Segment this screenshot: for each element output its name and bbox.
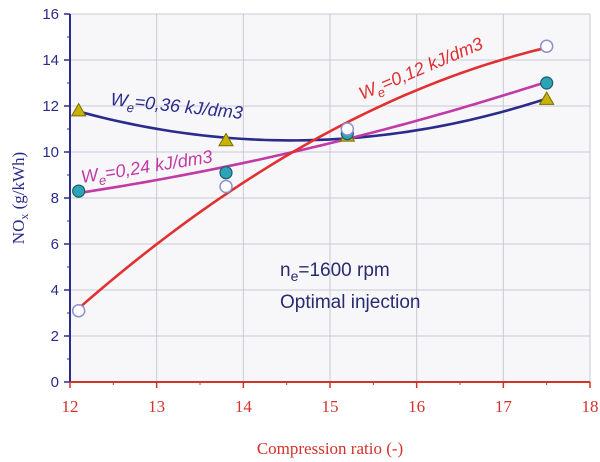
data-point-we012	[539, 39, 554, 53]
y-axis-label: NOx (g/kWh)	[9, 152, 31, 244]
series-markers	[70, 39, 555, 318]
annotation-injection: Optimal injection	[280, 292, 420, 313]
x-tick-label: 18	[582, 397, 599, 416]
data-point-we024	[219, 166, 233, 180]
x-tick-label: 16	[408, 397, 425, 416]
x-tick-label: 15	[322, 397, 339, 416]
series-curves	[77, 46, 548, 310]
y-tick-label: 4	[51, 282, 59, 299]
axes	[64, 13, 591, 388]
data-point-we012	[219, 179, 233, 194]
y-tick-label: 16	[42, 6, 59, 23]
data-point-we024	[72, 184, 86, 198]
y-tick-label: 8	[51, 190, 59, 207]
y-tick-label: 0	[51, 374, 59, 391]
y-tick-label: 14	[42, 52, 59, 69]
annotation-speed: ne=1600 rpm	[280, 260, 390, 284]
x-tick-label: 14	[235, 397, 253, 416]
data-point-we036	[70, 102, 87, 117]
data-point-we036	[538, 91, 555, 105]
x-tick-label: 12	[62, 397, 79, 416]
series-line-we012	[77, 46, 547, 310]
series-line-we024	[78, 80, 548, 195]
y-tick-label: 10	[42, 144, 59, 161]
tick-labels: 0 2 4 6 8 10 12 14 16 12 13 14 15 16 17 18	[42, 6, 598, 416]
y-tick-label: 12	[42, 98, 59, 115]
x-axis-label: Compression ratio (-)	[257, 439, 403, 458]
data-point-we012	[71, 303, 86, 318]
data-point-we036	[218, 132, 234, 147]
y-tick-label: 6	[51, 236, 59, 253]
y-tick-label: 2	[51, 328, 59, 345]
data-point-we024	[540, 76, 554, 90]
data-point-we012	[340, 122, 355, 136]
x-tick-label: 13	[148, 397, 165, 416]
x-tick-label: 17	[495, 397, 513, 416]
